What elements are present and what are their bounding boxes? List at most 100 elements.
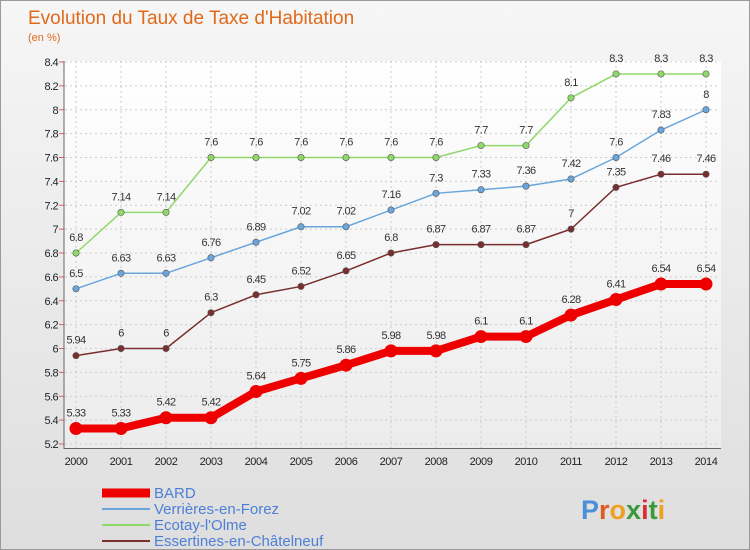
data-point — [72, 285, 80, 293]
data-label: 6.28 — [561, 294, 580, 306]
data-point — [702, 170, 710, 178]
data-point — [699, 277, 713, 291]
data-point — [117, 208, 125, 216]
data-label: 7.6 — [339, 137, 353, 149]
legend-label: BARD — [154, 485, 196, 502]
data-point — [162, 344, 170, 352]
data-label: 8.3 — [654, 53, 668, 65]
x-tick-label: 2002 — [155, 456, 178, 468]
series-bard — [69, 277, 713, 435]
data-label: 7.7 — [474, 125, 488, 137]
y-tick-label: 5.2 — [45, 439, 59, 451]
legend-label: Ecotay-l'Olme — [154, 517, 247, 534]
legend-item-ecotay-l-olme: Ecotay-l'Olme — [102, 517, 247, 534]
data-label: 6.5 — [69, 268, 83, 280]
data-point — [654, 277, 668, 291]
chart-title: Evolution du Taux de Taxe d'Habitation — [28, 8, 354, 29]
y-tick-label: 8.4 — [45, 57, 59, 69]
data-label: 6.63 — [111, 252, 130, 264]
y-tick-label: 6.4 — [45, 296, 59, 308]
data-point — [567, 225, 575, 233]
data-label: 8 — [703, 89, 709, 101]
x-tick-label: 2004 — [245, 456, 268, 468]
data-label: 7.3 — [429, 172, 443, 184]
data-point — [702, 106, 710, 114]
axes — [59, 61, 721, 449]
series-lines — [69, 70, 713, 435]
y-tick-label: 6.2 — [45, 320, 59, 332]
data-label: 7.6 — [204, 137, 218, 149]
data-label: 5.86 — [336, 344, 355, 356]
data-label: 5.42 — [201, 397, 220, 409]
data-label: 6.76 — [201, 237, 220, 249]
y-tick-label: 6.6 — [45, 272, 59, 284]
data-point — [207, 254, 215, 262]
data-point — [159, 411, 173, 425]
y-tick-label: 7.6 — [45, 153, 59, 165]
data-label: 6.8 — [384, 232, 398, 244]
data-point — [387, 206, 395, 214]
data-label: 6.1 — [519, 316, 533, 328]
data-point — [294, 371, 308, 385]
data-label: 7.7 — [519, 125, 533, 137]
legend-label: Verrières-en-Forez — [154, 501, 279, 518]
data-point — [297, 282, 305, 290]
y-tick-label: 7.2 — [45, 200, 59, 212]
legend: BARDVerrières-en-ForezEcotay-l'OlmeEsser… — [102, 485, 324, 549]
data-point — [252, 154, 260, 162]
data-point — [342, 154, 350, 162]
brand-letter: t — [649, 495, 658, 525]
series-ecotay-l-olme — [72, 70, 710, 257]
data-point — [522, 142, 530, 150]
data-label: 6.54 — [651, 263, 670, 275]
data-point — [204, 411, 218, 425]
legend-label: Essertines-en-Châtelneuf — [154, 533, 324, 549]
data-label: 7.6 — [249, 137, 263, 149]
data-label: 7.02 — [291, 206, 310, 218]
x-tick-label: 2001 — [110, 456, 133, 468]
data-point — [522, 182, 530, 190]
brand-logo: Proxiti — [581, 495, 665, 525]
data-point — [162, 269, 170, 277]
data-point — [432, 189, 440, 197]
data-label: 7.16 — [381, 189, 400, 201]
data-point — [474, 330, 488, 344]
y-tick-label: 5.8 — [45, 367, 59, 379]
x-tick-label: 2003 — [200, 456, 223, 468]
data-point — [432, 154, 440, 162]
data-point — [249, 384, 263, 398]
y-tick-label: 5.6 — [45, 391, 59, 403]
data-label: 6 — [118, 328, 124, 340]
data-label: 6.1 — [474, 316, 488, 328]
x-tick-label: 2013 — [650, 456, 673, 468]
data-point — [567, 94, 575, 102]
data-label: 7.46 — [696, 153, 715, 165]
data-label: 8.3 — [609, 53, 623, 65]
data-point — [72, 249, 80, 257]
data-point — [477, 142, 485, 150]
data-point — [702, 70, 710, 78]
data-label: 7.33 — [471, 169, 490, 181]
data-label: 7 — [568, 208, 574, 220]
legend-item-essertines-en-chatelneuf: Essertines-en-Châtelneuf — [102, 533, 324, 549]
data-point — [297, 154, 305, 162]
y-tick-label: 6 — [52, 344, 58, 356]
data-point — [609, 293, 623, 307]
data-label: 7.35 — [606, 166, 625, 178]
y-tick-label: 7 — [52, 224, 58, 236]
data-point — [429, 344, 443, 358]
y-tick-labels: 5.2 5.4 5.6 5.8 6 6.2 6.4 6.6 6.8 7 7.2 7.4 7.6 7.8 8 8… — [45, 57, 60, 451]
data-label: 5.42 — [156, 397, 175, 409]
data-point — [162, 208, 170, 216]
data-point — [339, 358, 353, 372]
data-point — [612, 183, 620, 191]
data-label: 6.87 — [516, 224, 535, 236]
data-point — [432, 241, 440, 249]
data-label: 6 — [163, 328, 169, 340]
chart-subtitle: (en %) — [28, 32, 60, 44]
data-point — [657, 70, 665, 78]
data-point — [114, 421, 128, 435]
brand-letter: P — [581, 495, 599, 525]
